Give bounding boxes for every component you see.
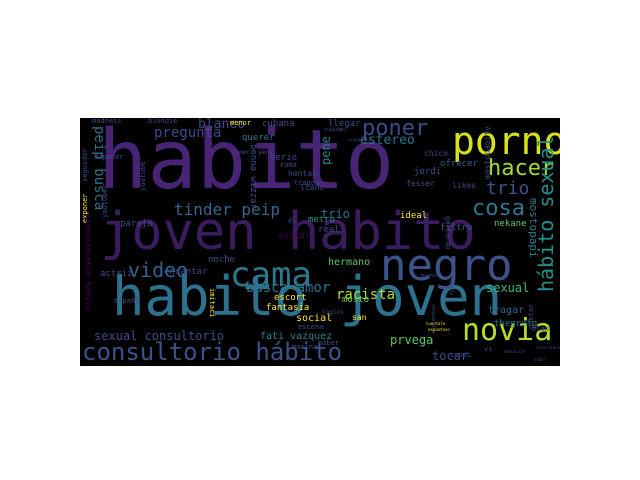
cloud-word: dar (340, 127, 348, 132)
cloud-word: video (128, 258, 189, 282)
cloud-word: blondie (148, 118, 178, 125)
cloud-word: hentai (288, 169, 317, 178)
cloud-word: querer (242, 133, 275, 143)
cloud-word: trio (486, 178, 530, 199)
cloud-word: espantoso (428, 327, 450, 332)
cloud-word: ideal (400, 211, 428, 221)
cloud-word: seguidor (81, 147, 89, 182)
cloud-word: llegar (328, 119, 361, 129)
cloud-word: metro (308, 215, 336, 225)
cloud-word: social (296, 313, 333, 324)
cloud-word: fantasia (266, 303, 310, 313)
cloud-word: youtube (139, 161, 147, 192)
cloud-word: gallardo (444, 216, 452, 250)
cloud-word: racista (336, 287, 396, 303)
cloud-word: mosto (342, 295, 370, 305)
cloud-word: cama (230, 255, 312, 295)
word-cloud: habito joven habito habito joven negro porno… (80, 118, 560, 366)
cloud-word: sexual (486, 281, 530, 295)
cloud-word: haber (318, 339, 340, 347)
cloud-word: escort (274, 293, 307, 303)
cloud-word: comer (232, 149, 251, 156)
cloud-word: ofrecer (440, 159, 478, 169)
cloud-word: busca amor (246, 280, 331, 296)
cloud-word: novia (462, 313, 553, 348)
cloud-word: sexual consultorio (94, 329, 225, 343)
cloud-word: porno (452, 119, 560, 163)
cloud-word: roma (280, 161, 297, 169)
cloud-word: real (318, 225, 340, 235)
cloud-word: tragos (294, 179, 320, 187)
cloud-word: pregunta (154, 125, 222, 141)
cloud-word: fati vazquez (260, 331, 333, 342)
cloud-word: españa (114, 297, 140, 305)
cloud-word: mostopapitv (483, 125, 492, 179)
cloud-word: cosa (472, 196, 525, 221)
cloud-word: san (352, 313, 367, 322)
cloud-word: hermano (328, 257, 371, 268)
cloud-word: thegrefg (494, 319, 538, 329)
cloud-word: imitaci (208, 288, 216, 318)
cloud-word: chico (424, 149, 449, 158)
cloud-word: coscu (448, 274, 456, 296)
cloud-word: negro (380, 240, 513, 291)
cloud-word: habito (98, 118, 395, 208)
cloud-word: pareja (120, 219, 153, 229)
cloud-word: noche (208, 255, 236, 265)
cloud-word: tocar (432, 349, 469, 363)
cloud-word: tinder peip (174, 200, 280, 219)
cloud-word: cuentale (426, 321, 446, 326)
cloud-word: joven habito (100, 202, 476, 262)
cloud-word: eiliar (278, 231, 311, 241)
cloud-word: actriz (100, 269, 133, 279)
cloud-word: fesser (406, 179, 435, 188)
cloud-word: interviene (536, 345, 560, 350)
cloud-word: denunciar (504, 349, 526, 354)
cloud-word: cubana (262, 119, 295, 129)
cloud-word: yers (258, 149, 273, 156)
cloud-word: vs (484, 345, 493, 353)
cloud-word: estereo (360, 133, 415, 148)
cloud-word: asesoramiento hábito (84, 214, 93, 311)
cloud-word: lógico (322, 309, 344, 316)
cloud-word: ocupados (348, 137, 368, 142)
cloud-word: pene (319, 135, 333, 165)
cloud-word: blon (532, 325, 549, 333)
cloud-word: trio (321, 207, 350, 221)
cloud-word: tragar (488, 305, 525, 316)
cloud-word: él (288, 217, 297, 225)
cloud-word: encantar (164, 267, 208, 277)
cloud-word: llano (300, 183, 325, 192)
cloud-word: gustar (420, 273, 439, 279)
cloud-word: marina (292, 343, 318, 351)
cloud-word: blanco (198, 118, 245, 132)
cloud-word: subido (324, 127, 343, 133)
cloud-word: madness (92, 118, 122, 125)
cloud-word: filtro (440, 223, 473, 233)
cloud-word: youtuber (101, 183, 109, 218)
cloud-word: exponer (94, 153, 124, 161)
cloud-word: menor (230, 119, 252, 127)
cloud-word: likes (452, 181, 477, 190)
cloud-word: poner (362, 118, 429, 141)
cloud-word: mostopapi (527, 198, 540, 258)
cloud-word: condi (450, 351, 472, 359)
cloud-word: prvega (390, 333, 434, 347)
cloud-word: serio (270, 153, 298, 163)
cloud-word: habito joven (112, 265, 503, 328)
cloud-word: escena (298, 323, 324, 331)
cloud-word: jordi (414, 167, 442, 177)
cloud-word: nekane (494, 219, 527, 229)
cloud-word: hacer (488, 156, 555, 181)
cloud-word: subir (534, 357, 547, 362)
cloud-word: consultorio hábito (82, 338, 343, 366)
